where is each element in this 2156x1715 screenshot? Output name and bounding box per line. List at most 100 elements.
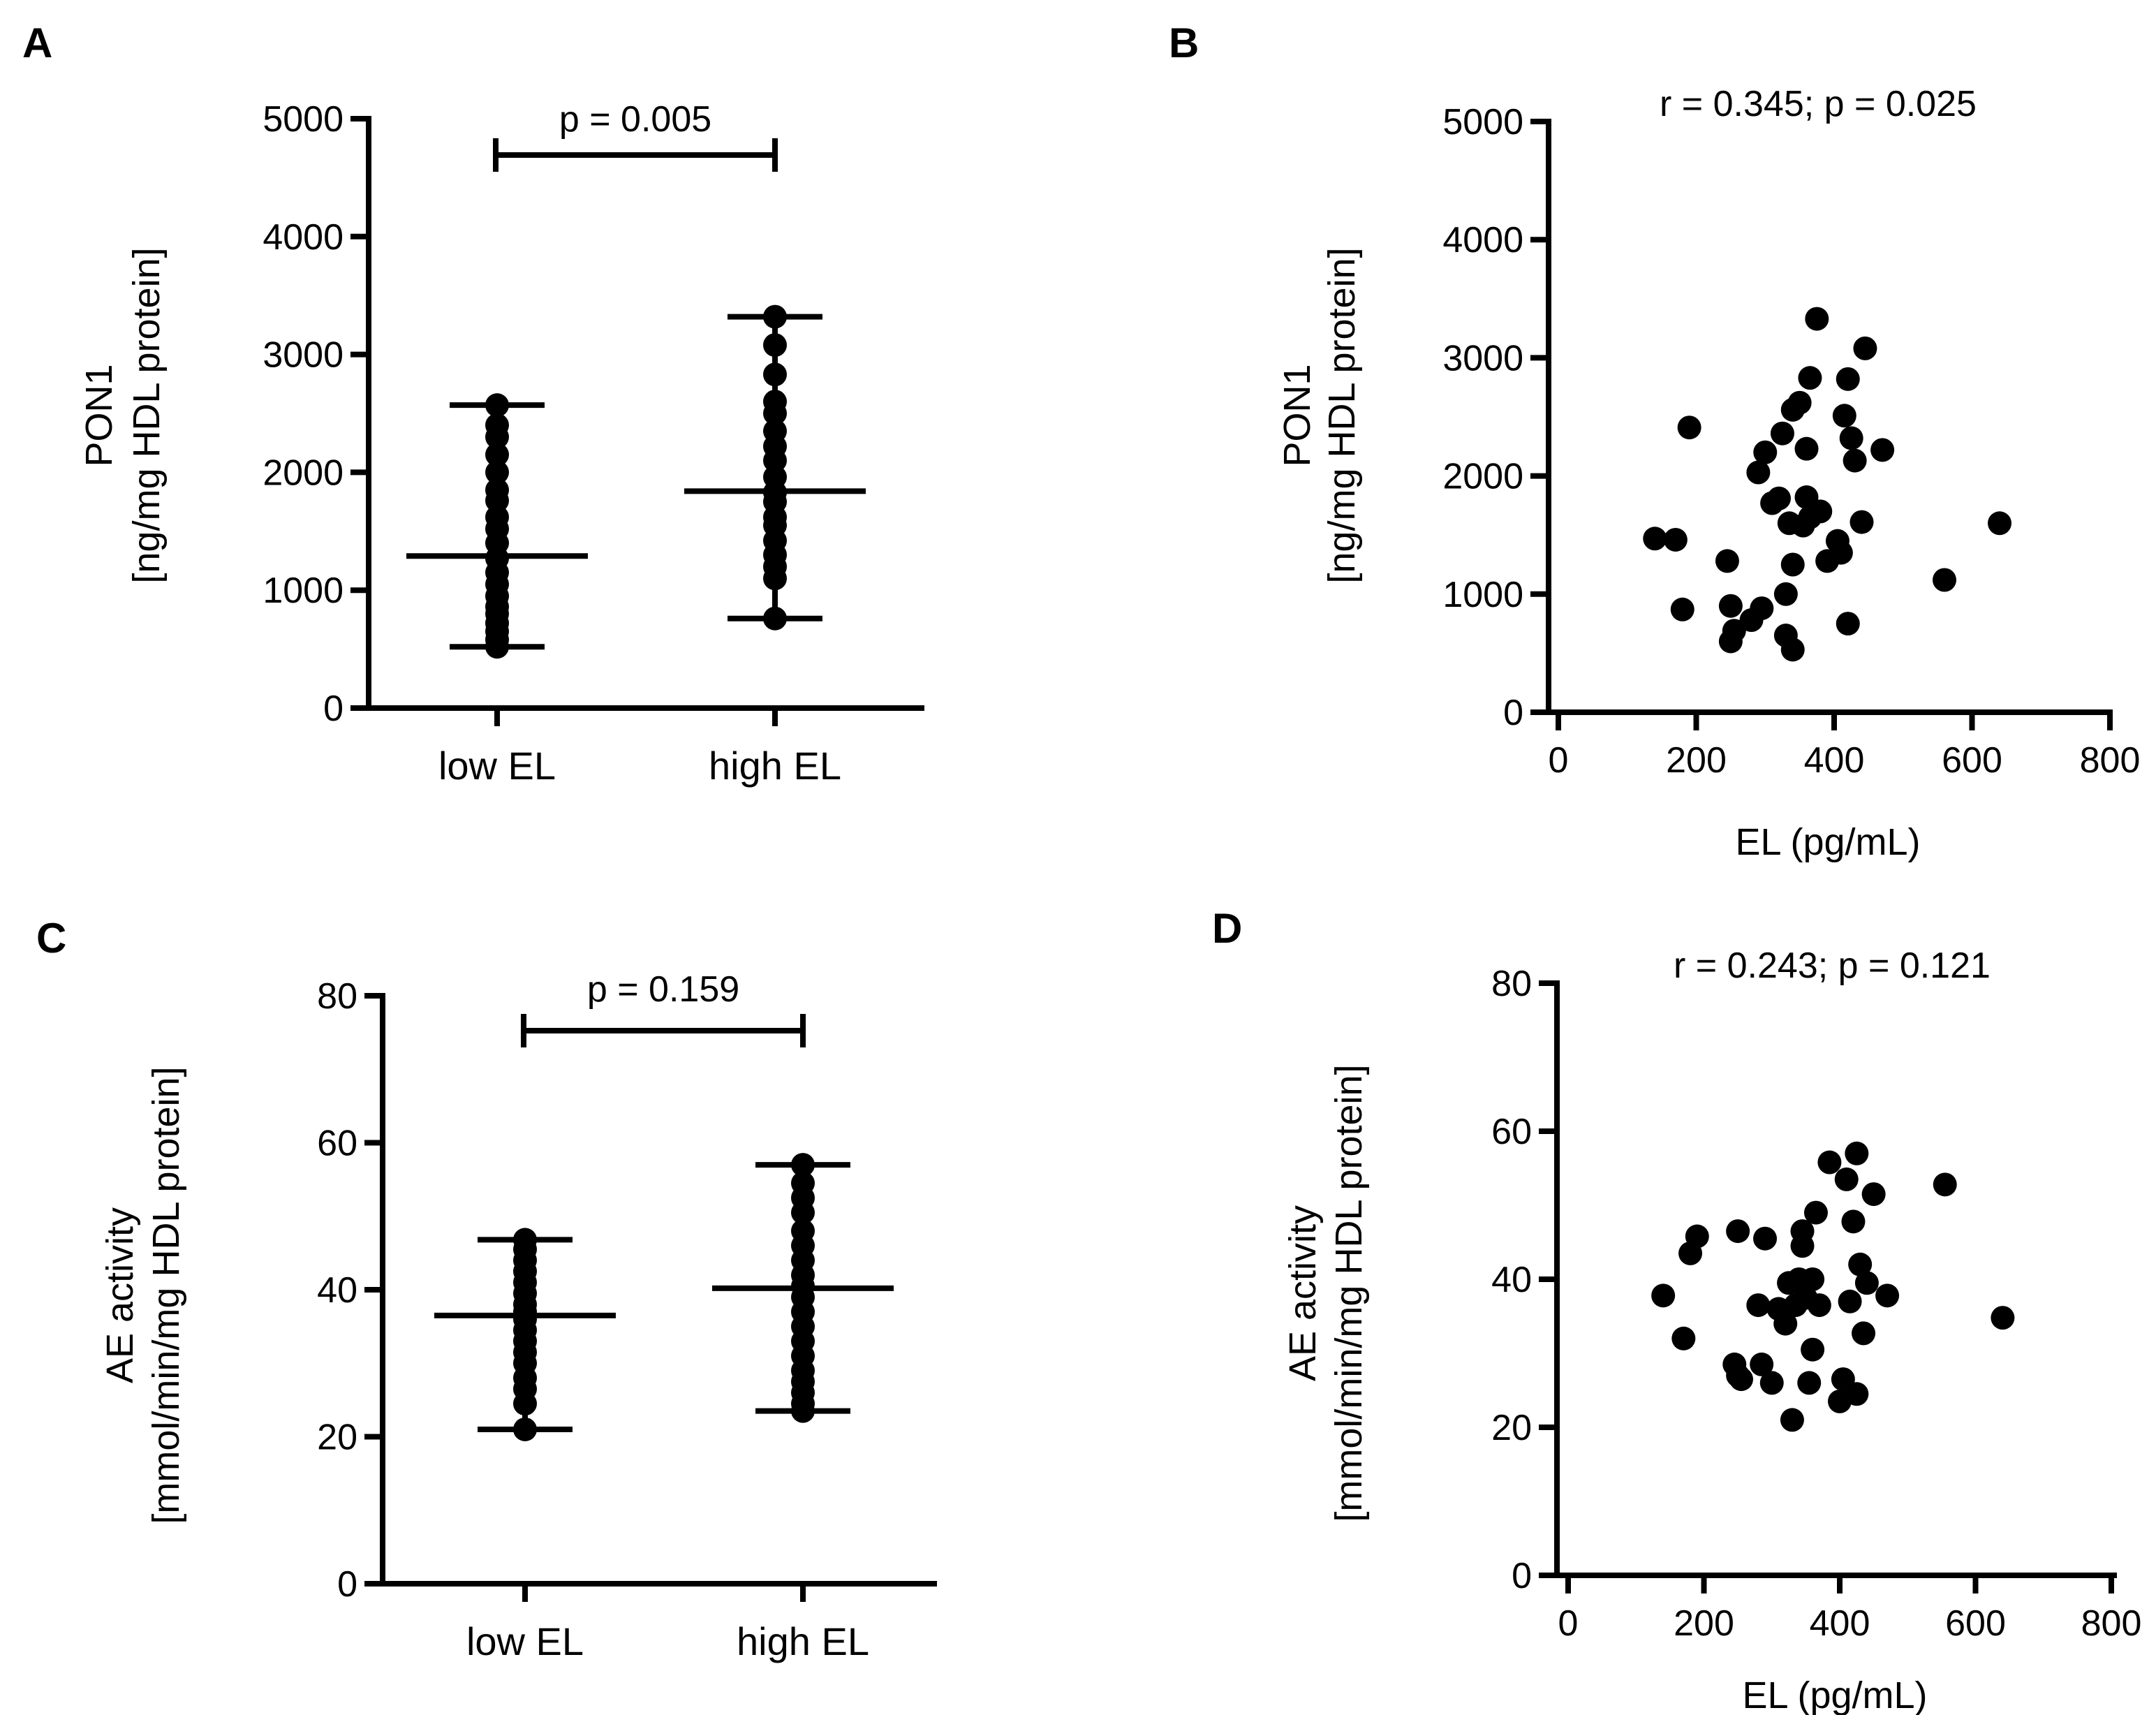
data-point bbox=[1845, 1382, 1869, 1406]
panel-d-ylabel-line1: AE activity bbox=[1282, 1205, 1324, 1381]
data-point bbox=[1787, 390, 1812, 415]
data-point bbox=[1853, 336, 1877, 360]
data-point bbox=[763, 304, 787, 329]
panel-a-x-axis: low EL high EL bbox=[438, 708, 841, 788]
x-tick-label: 200 bbox=[1666, 740, 1727, 781]
panel-c: C AE activity [mmol/min/mg HDL protein] … bbox=[36, 915, 937, 1663]
panel-c-x-axis: low EL high EL bbox=[466, 1584, 869, 1663]
data-point bbox=[763, 390, 787, 414]
y-tick-label: 1000 bbox=[263, 571, 344, 611]
data-point bbox=[1718, 629, 1743, 654]
data-point bbox=[1836, 612, 1860, 636]
y-tick-label: 0 bbox=[1503, 693, 1523, 733]
panel-a-label: A bbox=[22, 20, 52, 66]
panel-b-x-axis: 0 200 400 600 800 bbox=[1549, 712, 2141, 781]
data-point bbox=[513, 1417, 537, 1441]
data-point bbox=[763, 362, 787, 387]
data-point bbox=[1829, 540, 1853, 565]
data-point bbox=[485, 443, 509, 467]
data-point bbox=[1794, 436, 1819, 461]
panel-b-marks bbox=[1643, 307, 2011, 662]
data-point bbox=[1848, 1252, 1873, 1276]
x-tick-label: 800 bbox=[2080, 740, 2141, 781]
x-category-label: low EL bbox=[438, 744, 556, 788]
panel-d-label: D bbox=[1212, 905, 1242, 952]
data-point bbox=[1729, 1367, 1753, 1392]
data-point bbox=[763, 606, 787, 631]
panel-b-ylabel-line1: PON1 bbox=[1276, 364, 1318, 466]
y-tick-label: 4000 bbox=[1442, 220, 1523, 260]
data-point bbox=[1715, 549, 1739, 573]
data-point bbox=[1845, 1141, 1869, 1165]
y-tick-label: 80 bbox=[317, 976, 357, 1017]
data-point bbox=[1834, 1167, 1859, 1191]
data-point bbox=[1753, 440, 1778, 464]
panel-c-ylabel-line1: AE activity bbox=[99, 1207, 141, 1383]
data-point bbox=[1838, 1289, 1862, 1313]
data-point bbox=[1933, 1172, 1957, 1197]
data-point bbox=[1805, 307, 1829, 331]
x-category-label: high EL bbox=[737, 1619, 869, 1663]
data-point bbox=[1685, 1224, 1709, 1249]
panel-d-marks bbox=[1651, 1141, 2015, 1432]
data-point bbox=[485, 478, 509, 502]
panel-c-ylabel-line2: [mmol/min/mg HDL protein] bbox=[145, 1066, 187, 1524]
data-point bbox=[1875, 1283, 1900, 1308]
data-point bbox=[1839, 426, 1863, 450]
data-point bbox=[1746, 1293, 1771, 1318]
x-tick-label: 600 bbox=[1942, 740, 2002, 781]
data-point bbox=[1670, 597, 1694, 621]
data-point bbox=[1746, 460, 1771, 485]
panel-d-ylabel-line2: [mmol/min/mg HDL protein] bbox=[1328, 1064, 1370, 1522]
y-tick-label: 80 bbox=[1491, 964, 1532, 1004]
panel-b: B r = 0.345; p = 0.025 PON1 [ng/mg HDL p… bbox=[1169, 20, 2141, 863]
data-point bbox=[1759, 1371, 1784, 1395]
x-category-label: low EL bbox=[466, 1619, 584, 1663]
data-point bbox=[1750, 1352, 1774, 1376]
y-tick-label: 40 bbox=[317, 1270, 357, 1311]
data-point bbox=[1671, 1326, 1696, 1350]
data-point bbox=[1663, 527, 1688, 552]
data-point bbox=[1753, 1226, 1778, 1251]
panel-a-ylabel-line1: PON1 bbox=[78, 364, 120, 466]
panel-c-marks bbox=[434, 1153, 894, 1441]
y-tick-label: 4000 bbox=[263, 217, 344, 258]
panel-c-p-value: p = 0.159 bbox=[587, 969, 739, 1010]
data-point bbox=[1803, 1200, 1828, 1225]
y-tick-label: 0 bbox=[323, 689, 344, 729]
data-point bbox=[1726, 1219, 1750, 1244]
x-category-label: high EL bbox=[709, 744, 841, 788]
x-tick-label: 0 bbox=[1558, 1603, 1579, 1644]
data-point bbox=[1852, 1321, 1876, 1346]
y-tick-label: 20 bbox=[1491, 1408, 1532, 1448]
y-tick-label: 5000 bbox=[263, 99, 344, 140]
data-point bbox=[1808, 499, 1833, 524]
panel-c-label: C bbox=[36, 915, 66, 962]
panel-b-ylabel-line2: [ng/mg HDL protein] bbox=[1321, 247, 1363, 583]
data-point bbox=[1832, 404, 1856, 428]
y-tick-label: 0 bbox=[1512, 1556, 1532, 1596]
data-point bbox=[763, 419, 787, 443]
y-tick-label: 20 bbox=[317, 1418, 357, 1458]
data-point bbox=[1677, 415, 1701, 440]
panel-d-correlation: r = 0.243; p = 0.121 bbox=[1674, 945, 1991, 986]
data-point bbox=[763, 465, 787, 490]
panel-d-x-axis: 0 200 400 600 800 bbox=[1558, 1575, 2141, 1644]
panel-d-xlabel: EL (pg/mL) bbox=[1742, 1674, 1927, 1715]
y-tick-label: 5000 bbox=[1442, 102, 1523, 142]
y-tick-label: 40 bbox=[1491, 1260, 1532, 1300]
y-tick-label: 3000 bbox=[263, 335, 344, 376]
data-point bbox=[1861, 1182, 1886, 1207]
data-point bbox=[1773, 1311, 1798, 1336]
data-point bbox=[1807, 1293, 1831, 1318]
data-point bbox=[791, 1171, 815, 1195]
data-point bbox=[1773, 582, 1798, 606]
data-point bbox=[791, 1153, 815, 1177]
data-point bbox=[1933, 568, 1956, 592]
data-point bbox=[1643, 527, 1667, 551]
y-tick-label: 3000 bbox=[1442, 338, 1523, 378]
data-point bbox=[1836, 367, 1860, 391]
y-tick-label: 1000 bbox=[1442, 575, 1523, 615]
data-point bbox=[1870, 438, 1895, 462]
x-tick-label: 600 bbox=[1945, 1603, 2006, 1644]
